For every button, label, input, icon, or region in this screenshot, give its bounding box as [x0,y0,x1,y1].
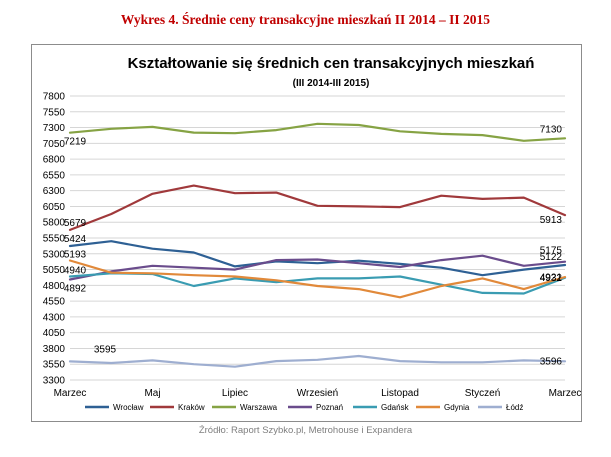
y-tick-label: 3550 [43,360,66,371]
legend-label: Warszawa [240,403,278,412]
legend-label: Gdynia [444,403,470,412]
series-line-warszawa [68,122,567,142]
chart-title: Kształtowanie się średnich cen transakcy… [128,55,535,72]
x-tick-label: Styczeń [465,388,501,399]
data-label: 4921 [540,273,563,284]
y-tick-label: 4550 [43,297,66,308]
legend-label: Łódź [506,403,523,412]
x-tick-label: Maj [144,388,160,399]
chart-subtitle: (III 2014-III 2015) [293,78,370,89]
figure-caption: Wykres 4. Średnie ceny transakcyjne mies… [120,12,491,27]
series-line-łódź [68,354,567,368]
y-tick-label: 7050 [43,139,66,150]
chart-frame [31,44,582,422]
y-tick-label: 7300 [43,123,66,134]
y-tick-label: 7550 [43,107,66,118]
legend-label: Kraków [178,403,205,412]
series-line-gdańsk [68,272,567,295]
y-tick-label: 5550 [43,234,66,245]
y-tick-label: 4800 [43,281,66,292]
data-label: 5122 [540,252,563,263]
series-line-poznań [68,254,567,281]
legend-label: Gdańsk [381,403,410,412]
data-label: 4892 [64,284,87,295]
source-note: Źródło: Raport Szybko.pl, Metrohouse i E… [198,425,413,436]
series-line-kraków [68,184,567,231]
y-tick-label: 3800 [43,344,66,355]
legend-label: Poznań [316,403,343,412]
x-tick-label: Marzec [54,388,87,399]
y-tick-label: 7800 [43,92,66,103]
y-tick-label: 4300 [43,312,66,323]
series-line-gdynia [68,259,567,299]
y-tick-label: 6550 [43,170,66,181]
x-tick-label: Listopad [381,388,419,399]
legend-label: Wrocław [113,403,144,412]
data-label: 5424 [64,234,87,245]
data-label: 4932 [540,273,563,284]
data-label: 7130 [540,124,563,135]
y-tick-label: 5050 [43,265,66,276]
data-label: 5913 [540,215,563,226]
data-label: 4940 [64,265,87,276]
y-tick-label: 6800 [43,155,66,166]
data-label: 3596 [540,356,563,367]
x-tick-label: Marzec [549,388,582,399]
data-label: 7219 [64,137,87,148]
x-tick-label: Lipiec [222,388,248,399]
data-label: 5193 [64,250,87,261]
y-tick-label: 4050 [43,328,66,339]
y-tick-label: 5800 [43,218,66,229]
y-tick-label: 6300 [43,186,66,197]
data-label: 3595 [94,344,117,355]
y-tick-label: 3300 [43,376,66,387]
data-label: 5175 [540,246,563,257]
x-tick-label: Wrzesień [297,388,339,399]
series-line-wrocław [68,240,567,277]
y-tick-label: 5300 [43,249,66,260]
y-tick-label: 6050 [43,202,66,213]
data-label: 5679 [64,218,87,229]
